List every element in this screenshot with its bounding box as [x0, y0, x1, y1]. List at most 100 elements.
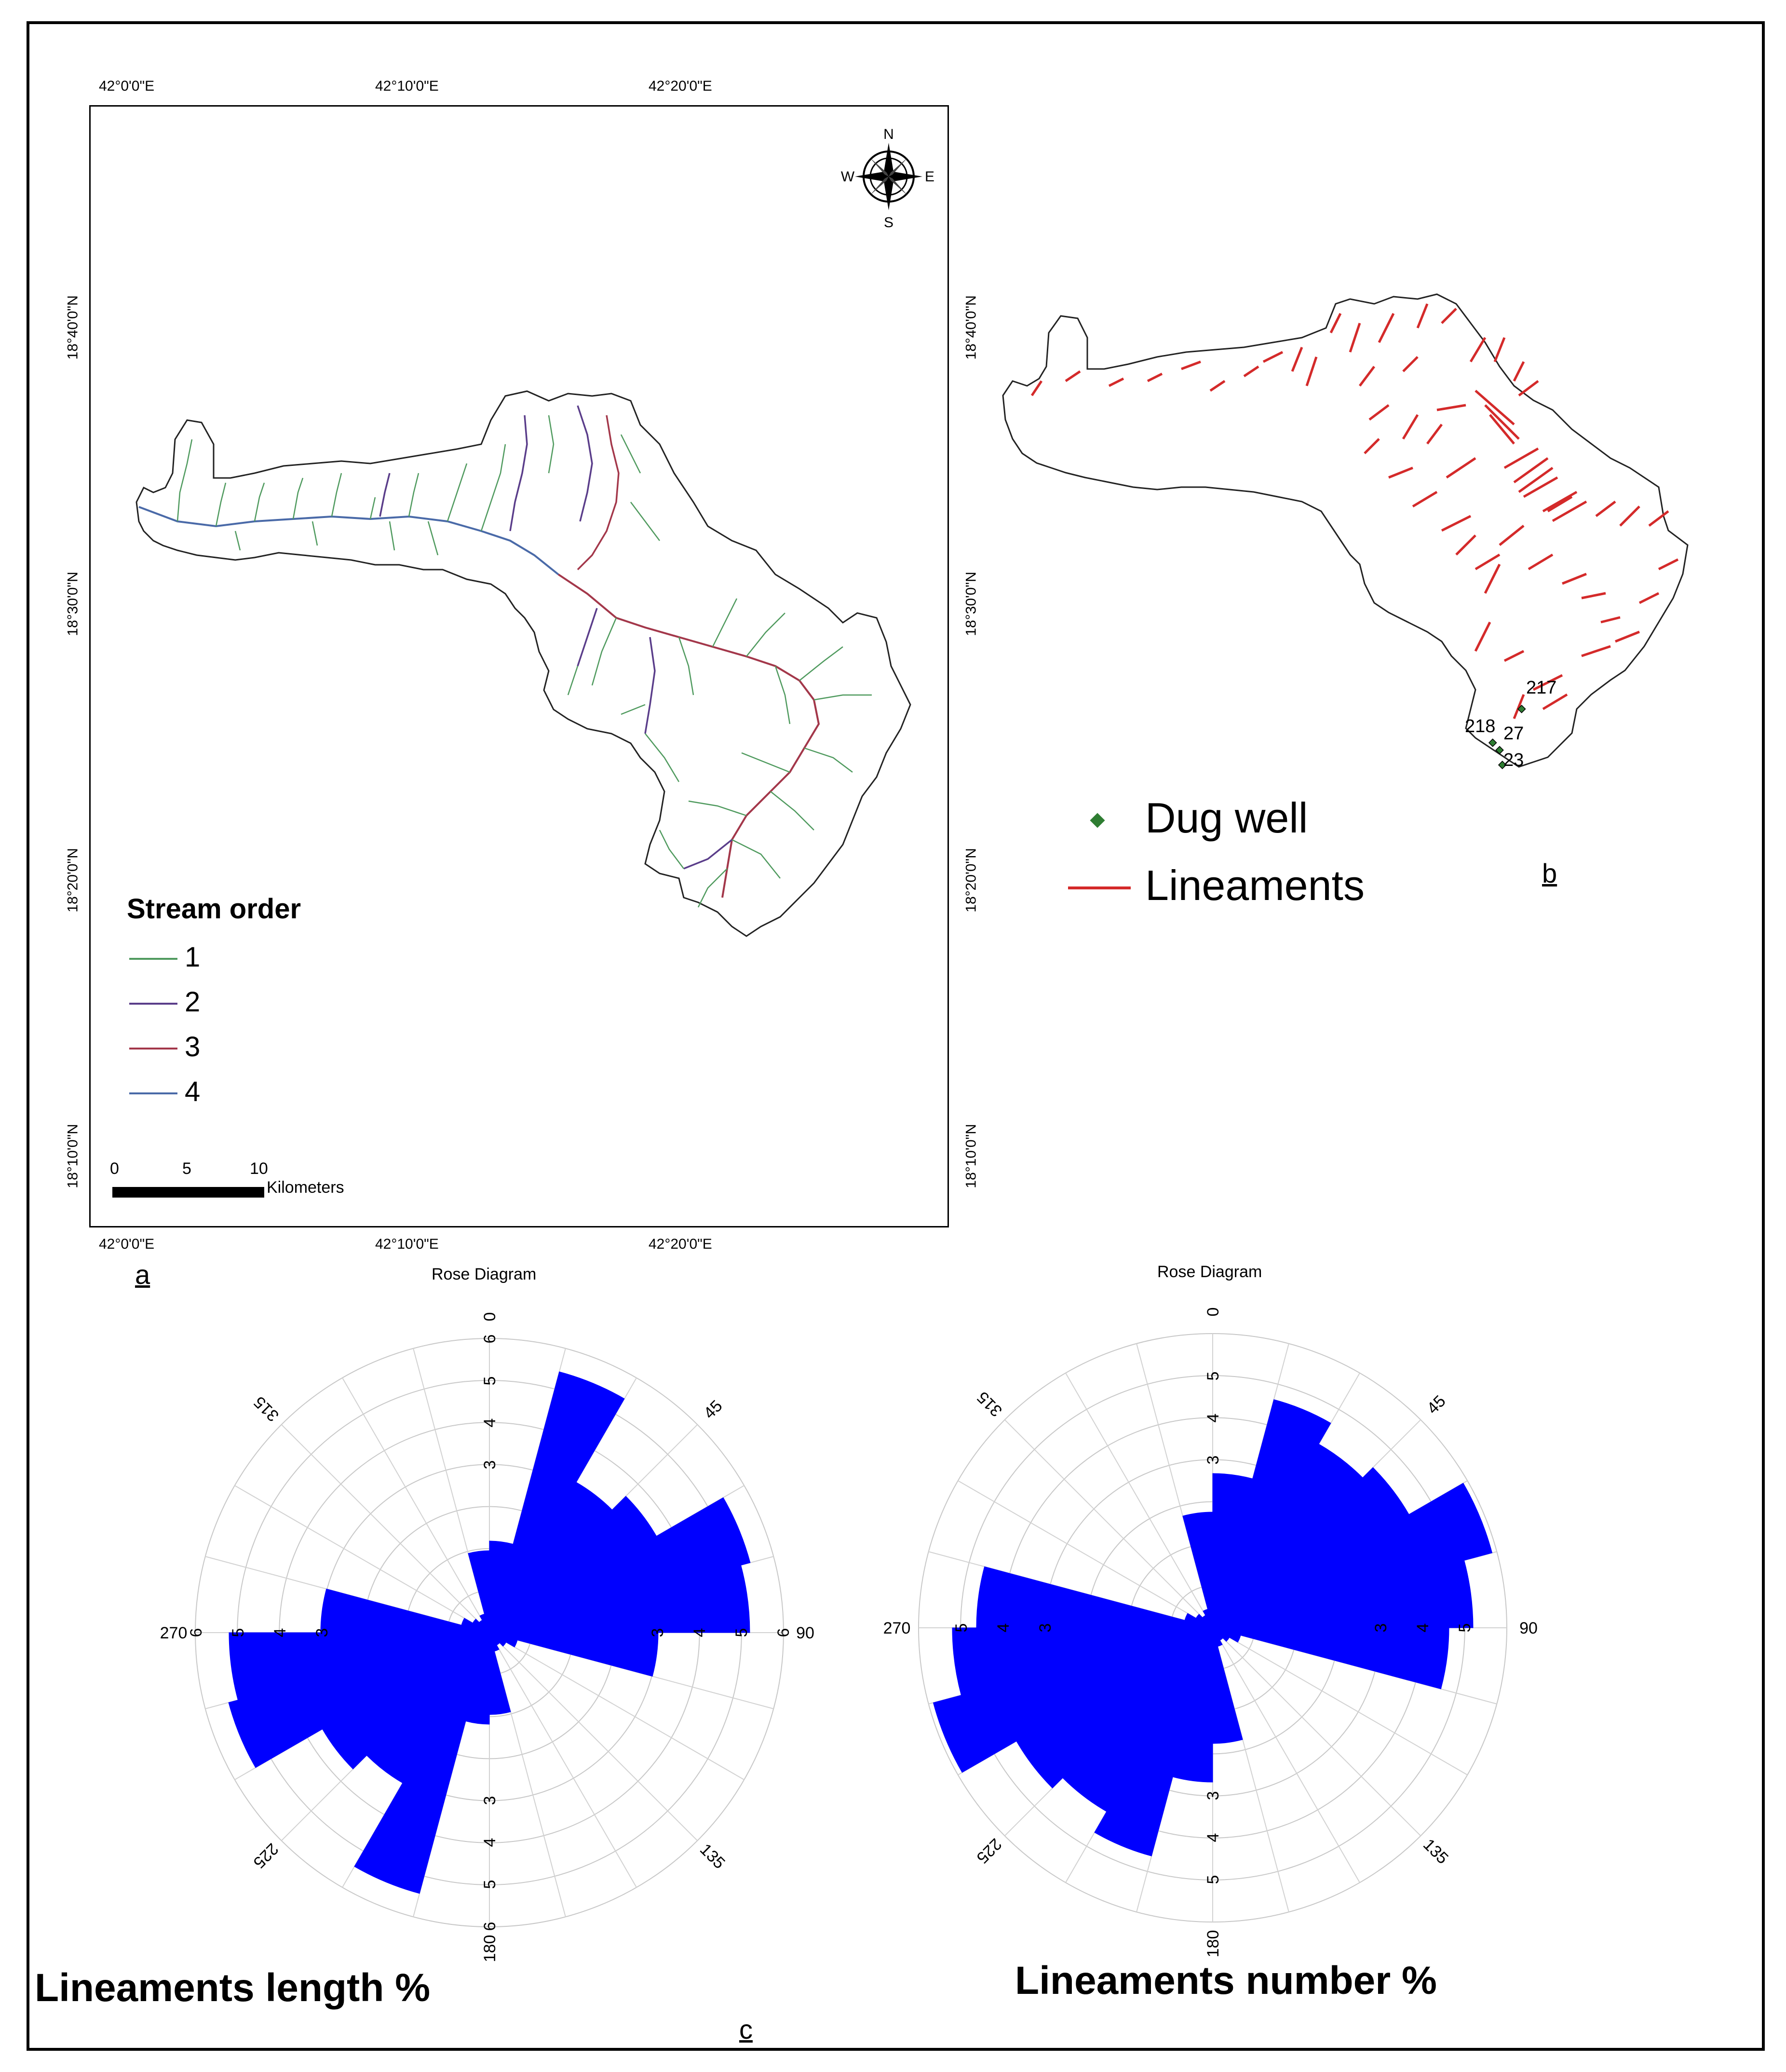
rose-number-bearing-label: 0 [1204, 1308, 1222, 1317]
rose-number-radial-tick: 5 [952, 1623, 971, 1633]
well-label-27: 27 [1503, 723, 1524, 744]
stream-order-2-e [577, 608, 598, 667]
rose-number-bearing-label: 90 [1519, 1619, 1538, 1637]
legend-label-4: 4 [185, 1076, 201, 1107]
rose-length-spoke [234, 1485, 490, 1633]
coord-bottom-2: 42°10'0"E [375, 1236, 439, 1252]
legend-title: Stream order [127, 893, 301, 925]
rose-length-radial-tick: 6 [774, 1628, 793, 1637]
rose-number-radial-tick: 4 [1414, 1623, 1432, 1633]
rose-number-radial-tick: 3 [1204, 1791, 1222, 1800]
rose-length-radial-tick: 4 [481, 1838, 499, 1847]
rose-length-petal [489, 1632, 511, 1715]
rose-length-radial-tick: 3 [649, 1628, 667, 1637]
legend-label-2: 2 [185, 986, 201, 1018]
lineament-legend-line [1068, 886, 1131, 889]
coord-left-4: 18°10'0"N [65, 1124, 81, 1188]
rose-length-bearing-label: 135 [696, 1840, 729, 1872]
rose-length-petal [461, 1618, 490, 1633]
rose-length-radial-tick: 5 [481, 1377, 499, 1386]
rose-number-radial-tick: 3 [1036, 1623, 1055, 1633]
coord-left-3: 18°20'0"N [65, 848, 81, 913]
rose-length-radial-tick: 4 [271, 1628, 289, 1637]
stream-order-2-d [644, 637, 656, 734]
rose-length-radial-tick: 4 [690, 1628, 709, 1637]
rose-length-petal [489, 1497, 751, 1633]
rose-number-radial-tick: 4 [1204, 1414, 1222, 1423]
panel-label-c: c [739, 2014, 753, 2045]
coord-top-1: 42°0'0"E [99, 78, 155, 94]
stream-order-2-a [509, 415, 528, 532]
rose-number-spoke [1212, 1627, 1360, 1883]
stream-network-svg: N S E W [135, 126, 934, 937]
scale-bar [112, 1187, 264, 1198]
rose-length-spoke [342, 1377, 490, 1633]
rose-length-spoke [489, 1632, 698, 1841]
rose-number-petal [1212, 1627, 1449, 1690]
rose-length-bearing-label: 270 [160, 1624, 188, 1642]
rose-number-title: Rose Diagram [1157, 1263, 1262, 1281]
scale-tick-0: 0 [110, 1159, 119, 1178]
coord-right-4: 18°10'0"N [963, 1124, 979, 1188]
rose-number-radial-tick: 5 [1204, 1372, 1222, 1381]
legend-lineaments: Lineaments [1145, 861, 1365, 909]
rose-number-bearing-label: 315 [974, 1388, 1006, 1420]
east-label: E [925, 169, 934, 185]
coord-right-1: 18°40'0"N [963, 295, 979, 360]
well-label-217: 217 [1526, 678, 1557, 698]
rose-length-petal [489, 1632, 659, 1677]
coord-right-2: 18°30'0"N [963, 572, 979, 636]
rose-number-radial-tick: 5 [1456, 1623, 1474, 1633]
rose-length-bearing-label: 0 [481, 1312, 499, 1322]
rose-number-petal [1212, 1483, 1493, 1628]
rose-number-bearing-label: 225 [973, 1835, 1005, 1867]
rose-length-radial-tick: 5 [229, 1628, 247, 1637]
rose-length-radial-tick: 5 [732, 1628, 751, 1637]
rose-length-bearing-label: 225 [250, 1840, 282, 1872]
rose-length-radial-tick: 3 [313, 1628, 331, 1637]
stream-order-3-main [557, 573, 820, 898]
rose-number-petal [1212, 1627, 1241, 1643]
rose-number-spoke [1004, 1419, 1213, 1628]
stream-order-map: N S E W Stream order 1 2 3 4 0 5 10 Kilo… [89, 105, 949, 1227]
rose-number-petal [1182, 1512, 1213, 1628]
rose-number-spoke [958, 1480, 1213, 1628]
well-label-218: 218 [1465, 716, 1496, 736]
rose-length-spoke [489, 1632, 637, 1888]
rose-length-radial-tick: 3 [481, 1796, 499, 1805]
rose-number-radial-tick: 3 [1204, 1456, 1222, 1465]
rose-number-petal [1094, 1627, 1213, 1856]
rose-length-petal [489, 1632, 507, 1647]
coord-left-1: 18°40'0"N [65, 295, 81, 360]
rose-number-bearing-label: 270 [883, 1619, 911, 1637]
rose-number-spoke [1212, 1627, 1421, 1837]
legend-swatch-3 [129, 1048, 177, 1050]
legend-swatch-1 [129, 958, 177, 960]
rose-length-spoke [281, 1424, 490, 1633]
stream-order-3-north [577, 415, 620, 571]
well-label-23: 23 [1503, 750, 1524, 770]
watershed-boundary [135, 390, 911, 937]
lineaments [1030, 303, 1679, 719]
rose-length-petal [472, 1619, 490, 1633]
watershed-boundary-b [1002, 293, 1689, 768]
rose-length-petal [489, 1371, 625, 1633]
rose-length-petal [229, 1632, 490, 1701]
rose-length-petal [228, 1632, 490, 1768]
scale-unit: Kilometers [267, 1178, 344, 1197]
scale-tick-10: 10 [250, 1159, 268, 1178]
rose-number-petal [1212, 1399, 1331, 1628]
rose-length-petal [489, 1565, 750, 1633]
rose-number-petal [1212, 1627, 1243, 1744]
legend-swatch-4 [129, 1092, 177, 1094]
rose-length-bearing-label: 180 [481, 1935, 499, 1963]
rose-number-radial-tick: 4 [994, 1623, 1013, 1633]
dug-wells [1488, 705, 1526, 769]
legend-label-3: 3 [185, 1031, 201, 1063]
rose-number-spoke [1212, 1627, 1468, 1775]
scale-tick-5: 5 [182, 1159, 191, 1178]
rose-number-radial-tick: 5 [1204, 1875, 1222, 1884]
rose-number-petal [976, 1566, 1213, 1628]
